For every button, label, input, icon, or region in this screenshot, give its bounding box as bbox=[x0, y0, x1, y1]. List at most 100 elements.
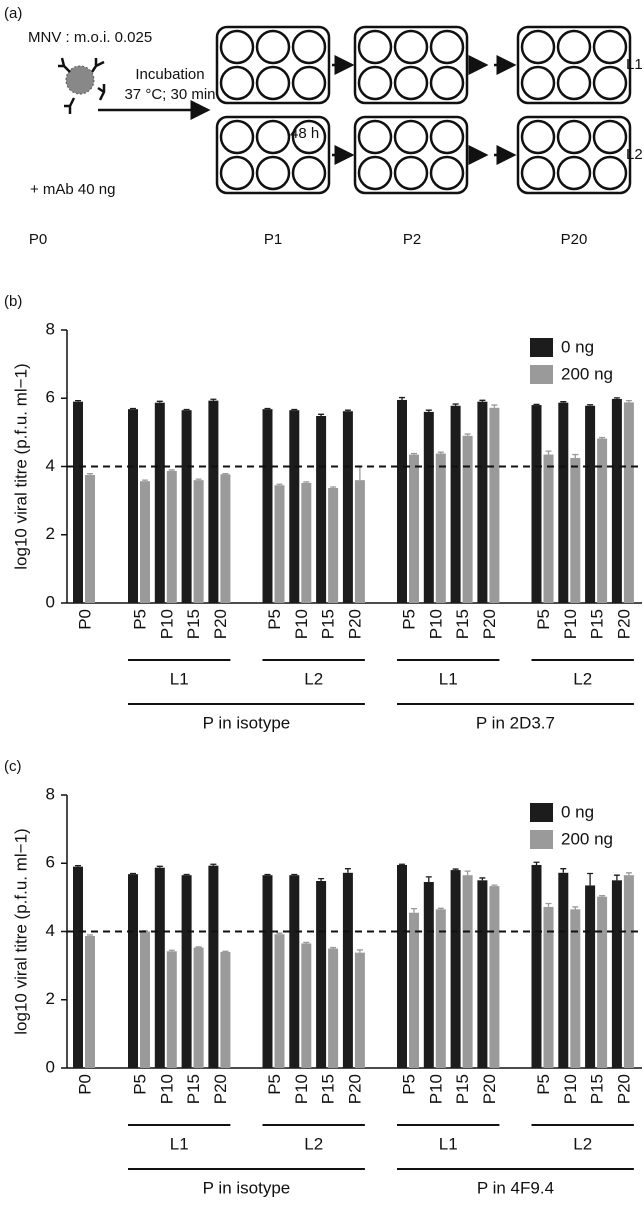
bar bbox=[342, 411, 353, 603]
error-bar bbox=[399, 396, 405, 400]
well bbox=[429, 119, 465, 155]
bar bbox=[220, 474, 231, 603]
error-bar bbox=[156, 400, 163, 403]
x-tick-label: P0 bbox=[75, 1074, 94, 1095]
well bbox=[291, 29, 327, 65]
error-bar bbox=[356, 949, 363, 953]
stage-label: P0 bbox=[29, 231, 47, 248]
well bbox=[592, 29, 628, 65]
x-tick-label: P5 bbox=[130, 1074, 149, 1095]
x-tick-label: P5 bbox=[130, 609, 149, 630]
bar bbox=[289, 875, 300, 1068]
legend-label: 0 ng bbox=[561, 802, 594, 821]
error-bar bbox=[560, 868, 567, 873]
x-tick-label: P15 bbox=[453, 609, 472, 639]
error-bar bbox=[330, 946, 337, 949]
bar bbox=[531, 405, 542, 603]
error-bar bbox=[303, 481, 310, 483]
error-bar bbox=[195, 946, 202, 948]
supergroup-label: P in 2D3.7 bbox=[476, 713, 555, 732]
well bbox=[556, 155, 592, 191]
error-bar bbox=[613, 397, 620, 399]
bar bbox=[489, 407, 500, 603]
error-bar bbox=[318, 877, 325, 881]
y-axis-label: log10 viral titre (p.f.u. ml−1) bbox=[11, 828, 30, 1034]
well bbox=[429, 29, 465, 65]
y-axis-label: log10 viral titre (p.f.u. ml−1) bbox=[11, 363, 30, 569]
diagram-text: MNV : m.o.i. 0.025 bbox=[28, 29, 152, 46]
well bbox=[291, 155, 327, 191]
legend-label: 200 ng bbox=[561, 829, 613, 848]
x-tick-label: P10 bbox=[561, 1074, 580, 1104]
error-bar bbox=[479, 399, 486, 402]
x-tick-label: P10 bbox=[561, 609, 580, 639]
y-tick-label: 0 bbox=[46, 592, 55, 611]
well bbox=[393, 29, 429, 65]
x-tick-label: P15 bbox=[319, 1074, 338, 1104]
bar bbox=[220, 951, 231, 1068]
bar bbox=[316, 415, 327, 603]
error-bar bbox=[545, 902, 552, 907]
well bbox=[255, 65, 291, 101]
error-bar bbox=[425, 409, 432, 412]
well bbox=[219, 65, 255, 101]
bar bbox=[85, 935, 95, 1068]
group-label: L1 bbox=[170, 1134, 189, 1153]
plate bbox=[215, 25, 331, 105]
error-bar bbox=[156, 865, 163, 868]
error-bar bbox=[464, 433, 471, 436]
diagram-text: 48 h bbox=[290, 125, 319, 142]
x-tick-label: P20 bbox=[345, 1074, 364, 1104]
y-tick-label: 8 bbox=[46, 784, 55, 803]
bar bbox=[128, 409, 138, 603]
bar bbox=[423, 882, 434, 1068]
bar bbox=[262, 875, 273, 1068]
error-bar bbox=[399, 863, 405, 865]
legend-swatch bbox=[530, 830, 553, 849]
bar bbox=[301, 482, 312, 603]
well bbox=[255, 119, 291, 155]
error-bar bbox=[210, 398, 217, 401]
bar bbox=[181, 875, 192, 1068]
well bbox=[556, 29, 592, 65]
bar bbox=[181, 410, 192, 603]
well bbox=[357, 119, 393, 155]
error-bar bbox=[87, 934, 93, 936]
error-bar bbox=[318, 413, 325, 416]
error-bar bbox=[491, 884, 498, 887]
plate bbox=[353, 25, 469, 105]
well bbox=[393, 65, 429, 101]
bar bbox=[435, 909, 446, 1068]
x-tick-label: P20 bbox=[480, 609, 499, 639]
panel-label: (c) bbox=[4, 758, 22, 775]
bar bbox=[301, 943, 312, 1068]
error-bar bbox=[425, 876, 432, 883]
bar bbox=[623, 402, 634, 603]
legend-swatch bbox=[530, 365, 553, 384]
bar bbox=[208, 865, 219, 1068]
bar bbox=[140, 931, 150, 1068]
bar bbox=[543, 906, 554, 1068]
stage-label: P20 bbox=[561, 231, 588, 248]
bar bbox=[462, 435, 473, 603]
group-label: L1 bbox=[170, 669, 189, 688]
bar bbox=[128, 874, 138, 1068]
error-bar bbox=[572, 906, 579, 910]
error-bar bbox=[87, 473, 93, 476]
error-bar bbox=[264, 407, 271, 410]
x-tick-label: P10 bbox=[426, 609, 445, 639]
error-bar bbox=[75, 864, 81, 867]
group-label: L2 bbox=[304, 669, 323, 688]
group-label: L2 bbox=[573, 1134, 592, 1153]
error-bar bbox=[264, 873, 271, 876]
error-bar bbox=[130, 872, 136, 875]
well bbox=[357, 155, 393, 191]
error-bar bbox=[599, 436, 606, 439]
error-bar bbox=[587, 872, 594, 886]
well bbox=[556, 65, 592, 101]
y-tick-label: 4 bbox=[46, 921, 55, 940]
error-bar bbox=[291, 873, 298, 876]
y-tick-label: 2 bbox=[46, 524, 55, 543]
error-bar bbox=[545, 450, 552, 455]
